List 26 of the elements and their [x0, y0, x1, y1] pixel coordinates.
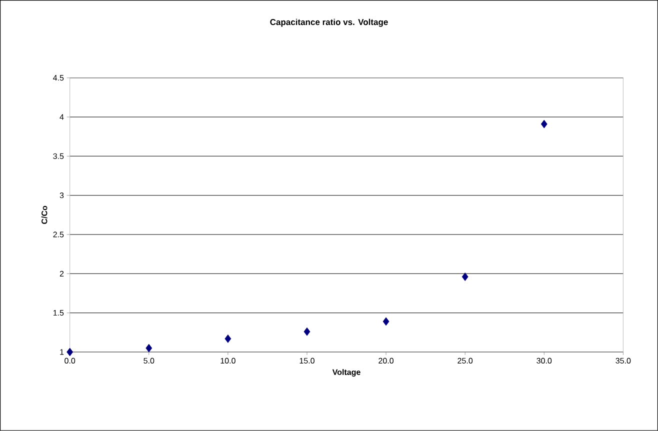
- point: [382, 317, 390, 326]
- point: [540, 120, 548, 128]
- y-tick-label: 1: [60, 349, 64, 355]
- y-tick-label: 4: [60, 114, 64, 120]
- point: [304, 328, 310, 336]
- point: [146, 344, 152, 352]
- y-tick-label: 1.5: [53, 310, 64, 316]
- x-tick-label: 0.0: [64, 358, 76, 364]
- x-tick-label: 15.0: [300, 358, 314, 364]
- y-tick-label: 4.5: [53, 75, 64, 81]
- x-tick-label: 35.0: [616, 358, 631, 364]
- point: [224, 334, 232, 343]
- x-axis-title: Voltage: [332, 369, 360, 377]
- y-tick-label: 2.5: [53, 232, 64, 238]
- chart-title: Capacitance ratio vs. Voltage: [270, 18, 388, 27]
- x-tick-label: 5.0: [144, 358, 154, 364]
- point: [66, 348, 74, 356]
- y-tick-label: 3: [60, 192, 64, 198]
- x-tick-label: 25.0: [458, 358, 473, 364]
- x-tick-label: 10.0: [220, 358, 236, 364]
- point: [462, 272, 468, 282]
- x-tick-label: 20.0: [378, 358, 394, 364]
- y-tick-label: 3.5: [53, 153, 64, 160]
- y-tick-label: 2: [60, 270, 64, 277]
- x-tick-label: 30.0: [536, 358, 552, 364]
- y-axis-title: C/Co: [41, 206, 48, 224]
